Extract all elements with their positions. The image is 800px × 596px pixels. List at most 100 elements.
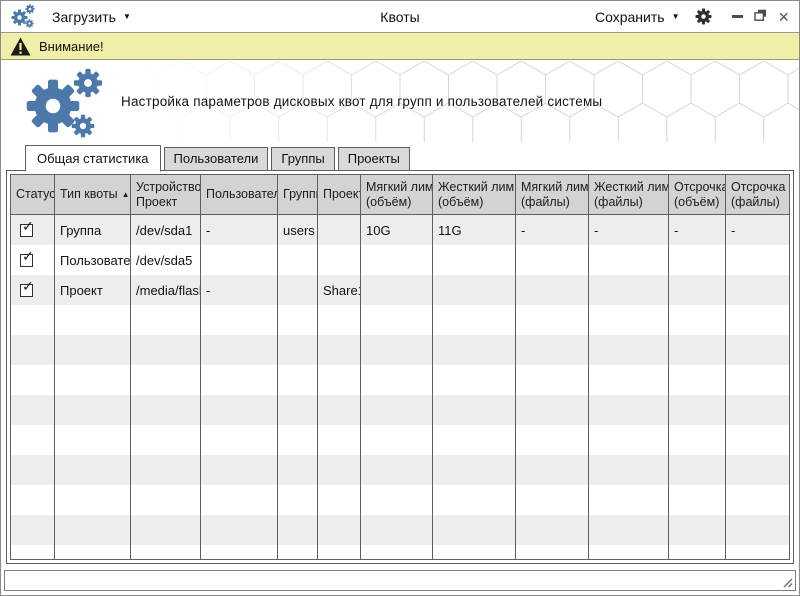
table-row-empty[interactable]: [11, 425, 789, 455]
empty-cell: [433, 545, 516, 559]
table-row[interactable]: ✓ Группа /dev/sda1 - users 10G 11G - - -…: [11, 215, 789, 245]
table-row-empty[interactable]: [11, 455, 789, 485]
empty-cell: [433, 335, 516, 365]
status-bar: [4, 570, 796, 591]
user-cell: -: [201, 215, 278, 245]
device-cell: /media/flash: [131, 275, 201, 305]
table-row-empty[interactable]: [11, 545, 789, 559]
tab-projects[interactable]: Проекты: [337, 147, 410, 171]
user-cell: [201, 245, 278, 275]
tab-bar: Общая статистика Пользователи Группы Про…: [25, 144, 410, 172]
grace-files-cell: [726, 245, 789, 275]
close-button[interactable]: ×: [778, 6, 789, 27]
row-checkbox[interactable]: ✓: [20, 218, 34, 237]
empty-cell: [589, 485, 669, 515]
empty-cell: [361, 335, 433, 365]
tab-groups[interactable]: Группы: [271, 147, 335, 171]
empty-cell: [278, 485, 318, 515]
empty-cell: [131, 455, 201, 485]
empty-cell: [11, 395, 55, 425]
empty-cell: [726, 515, 789, 545]
resize-grip-icon[interactable]: [780, 575, 793, 588]
empty-cell: [11, 305, 55, 335]
empty-cell: [361, 305, 433, 335]
empty-cell: [726, 335, 789, 365]
empty-cell: [516, 515, 589, 545]
empty-cell: [201, 365, 278, 395]
row-checkbox[interactable]: ✓: [20, 248, 34, 267]
table-row-empty[interactable]: [11, 305, 789, 335]
empty-cell: [361, 485, 433, 515]
empty-cell: [589, 515, 669, 545]
save-button-label: Сохранить: [594, 8, 665, 25]
load-button[interactable]: Загрузить ▼: [52, 9, 131, 25]
warning-text: Внимание!: [39, 38, 104, 54]
gears-illustration: [23, 68, 123, 140]
minimize-button[interactable]: [732, 15, 744, 18]
tab-users[interactable]: Пользователи: [163, 147, 269, 171]
empty-cell: [11, 365, 55, 395]
empty-cell: [318, 515, 361, 545]
empty-cell: [131, 335, 201, 365]
empty-cell: [318, 485, 361, 515]
empty-cell: [726, 545, 789, 559]
column-header-hard-limit-files[interactable]: Жесткий лимит (файлы): [589, 175, 669, 214]
column-header-user[interactable]: Пользователь: [201, 175, 278, 214]
empty-cell: [201, 545, 278, 559]
empty-cell: [589, 365, 669, 395]
empty-cell: [516, 365, 589, 395]
table-row-empty[interactable]: [11, 365, 789, 395]
project-cell: [318, 215, 361, 245]
empty-cell: [433, 515, 516, 545]
soft-limit-volume-cell: 10G: [361, 215, 433, 245]
empty-cell: [55, 335, 131, 365]
column-header-grace-files[interactable]: Отсрочка (файлы): [731, 179, 786, 209]
hard-limit-volume-cell: 11G: [433, 215, 516, 245]
restore-icon: [754, 9, 767, 21]
app-gears-icon: [11, 4, 38, 30]
empty-cell: [201, 515, 278, 545]
empty-cell: [318, 545, 361, 559]
quota-type-cell: Группа: [55, 215, 131, 245]
column-header-hard-limit-volume[interactable]: Жесткий лимит (объём): [433, 175, 516, 214]
empty-cell: [433, 395, 516, 425]
quota-type-cell: Пользователь: [55, 245, 131, 275]
empty-cell: [201, 455, 278, 485]
minimize-icon: [732, 15, 744, 18]
column-header-device-project[interactable]: Устройство/ Проект: [131, 175, 201, 214]
empty-cell: [131, 395, 201, 425]
hard-limit-files-cell: [589, 275, 669, 305]
quota-type-cell: Проект: [55, 275, 131, 305]
column-header-quota-type[interactable]: Тип квоты ▲: [55, 175, 131, 214]
table-row-empty[interactable]: [11, 335, 789, 365]
column-header-soft-limit-volume[interactable]: Мягкий лимит (объём): [361, 175, 433, 214]
empty-cell: [131, 425, 201, 455]
empty-cell: [589, 305, 669, 335]
settings-gear-icon[interactable]: [695, 8, 712, 25]
column-header-grace-volume[interactable]: Отсрочка (объём): [669, 175, 726, 214]
table-row-empty[interactable]: [11, 485, 789, 515]
empty-cell: [55, 365, 131, 395]
column-header-soft-limit-files[interactable]: Мягкий лимит (файлы): [516, 175, 589, 214]
empty-cell: [361, 455, 433, 485]
row-checkbox[interactable]: ✓: [20, 278, 34, 297]
maximize-button[interactable]: [754, 8, 767, 26]
soft-limit-volume-cell: [361, 245, 433, 275]
column-header-status[interactable]: Статус: [11, 175, 55, 214]
tab-general-stats[interactable]: Общая статистика: [25, 145, 161, 172]
column-header-group[interactable]: Группы: [278, 175, 318, 214]
empty-cell: [589, 455, 669, 485]
table-row[interactable]: ✓ Пользователь /dev/sda5: [11, 245, 789, 275]
empty-cell: [433, 455, 516, 485]
empty-cell: [278, 335, 318, 365]
column-header-project[interactable]: Проект: [318, 175, 361, 214]
save-button[interactable]: Сохранить ▼: [595, 9, 680, 25]
empty-cell: [278, 425, 318, 455]
empty-cell: [318, 455, 361, 485]
empty-cell: [361, 515, 433, 545]
empty-cell: [669, 485, 726, 515]
table-row[interactable]: ✓ Проект /media/flash - Share1: [11, 275, 789, 305]
project-cell: Share1: [318, 275, 361, 305]
table-row-empty[interactable]: [11, 395, 789, 425]
table-row-empty[interactable]: [11, 515, 789, 545]
